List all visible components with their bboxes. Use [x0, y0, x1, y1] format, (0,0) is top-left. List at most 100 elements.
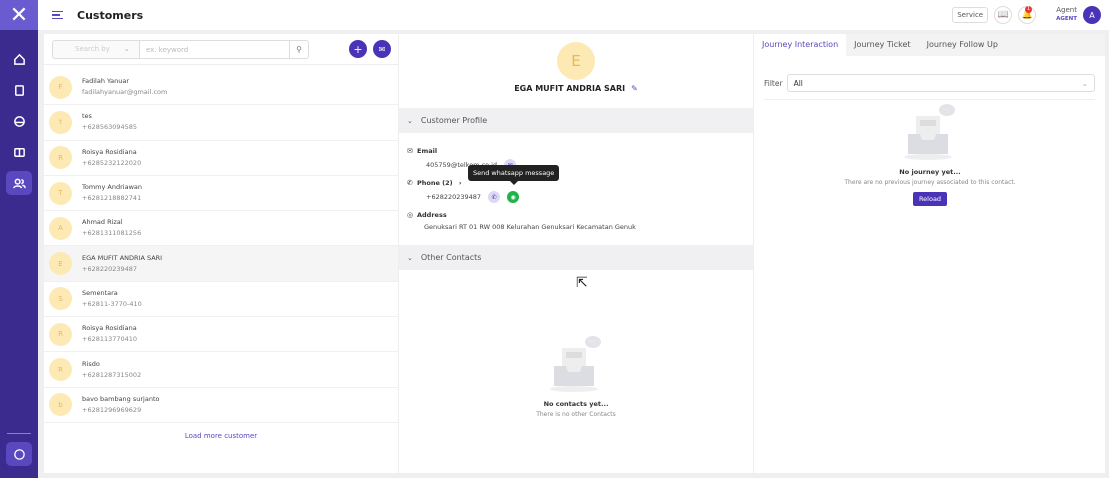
customer-avatar: b	[49, 393, 72, 417]
svg-text:···: ···	[589, 339, 595, 346]
mouse-cursor-icon: ⇱	[576, 275, 588, 291]
tab-journey-interaction[interactable]: Journey Interaction	[754, 34, 847, 56]
divider	[7, 433, 31, 434]
customer-avatar: t	[49, 110, 72, 134]
header: Customers Service 📖 🔔 1 Agent AGENT A	[38, 0, 1109, 30]
customer-contact: +6281311081256	[82, 229, 142, 238]
mail-button[interactable]: ✉	[373, 40, 391, 58]
notification-icon[interactable]: 🔔 1	[1018, 6, 1037, 24]
list-item[interactable]: F Fadilah Yanuar fadilahyanuar@gmail.com	[44, 70, 398, 106]
list-item[interactable]: T Tommy Andriawan +6281218882741	[44, 176, 398, 212]
customer-name: tes	[82, 112, 92, 121]
phone-value: +628220239487	[426, 193, 482, 201]
customer-avatar: E	[557, 42, 595, 80]
document-icon[interactable]	[6, 78, 32, 102]
ticket-icon[interactable]	[6, 140, 32, 164]
phone-label: Phone (2)	[417, 179, 453, 187]
list-item[interactable]: E EGA MUFIT ANDRIA SARI +628220239487	[44, 246, 398, 282]
chevron-down-icon: ⌄	[1081, 79, 1088, 88]
add-customer-button[interactable]: +	[349, 40, 367, 58]
search-icon[interactable]: ⚲	[290, 39, 309, 59]
search-by-placeholder: Search by	[75, 45, 110, 53]
customer-avatar: S	[49, 287, 72, 311]
journey-panel: Journey Interaction Journey Ticket Journey…	[753, 34, 1105, 473]
tab-journey-ticket[interactable]: Journey Ticket	[854, 40, 911, 49]
customer-avatar: E	[49, 252, 72, 276]
chevron-down-icon: ⌄	[407, 253, 413, 262]
customer-contact: +62811-3770-410	[82, 299, 142, 308]
page-title: Customers	[77, 8, 144, 22]
reload-button[interactable]: Reload	[912, 192, 948, 206]
customer-contact: +6281287315002	[82, 370, 142, 379]
inbox-icon[interactable]	[6, 109, 32, 133]
agent-name: Agent	[1056, 6, 1077, 14]
svg-text:···: ···	[943, 107, 949, 114]
customer-list: F Fadilah Yanuar fadilahyanuar@gmail.com t t…	[44, 70, 398, 423]
service-button[interactable]: Service	[952, 7, 989, 23]
email-label: Email	[417, 147, 438, 155]
list-item[interactable]: t tes +628563094585	[44, 105, 398, 141]
customer-contact: +6281296969629	[82, 405, 142, 414]
menu-icon[interactable]	[52, 9, 63, 22]
agent-role: AGENT	[1056, 16, 1077, 22]
location-icon: ◎	[407, 211, 414, 219]
tab-journey-follow-up[interactable]: Journey Follow Up	[926, 40, 998, 49]
customer-avatar: R	[49, 322, 72, 346]
other-contacts-section[interactable]: ⌄ Other Contacts	[399, 245, 754, 270]
filter-select[interactable]: All ⌄	[786, 74, 1095, 92]
customers-icon[interactable]	[6, 171, 32, 195]
empty-title: No contacts yet...	[543, 400, 609, 408]
avatar[interactable]: A	[1083, 6, 1101, 24]
customer-name: EGA MUFIT ANDRIA SARI	[514, 84, 626, 93]
chevron-right-icon[interactable]: ›	[458, 179, 462, 187]
list-item[interactable]: R Roisya Rosidiana +628113770410	[44, 317, 398, 353]
phone-icon: ✆	[407, 179, 413, 187]
customer-avatar: R	[49, 358, 72, 382]
customer-avatar: T	[49, 181, 72, 205]
chat-icon[interactable]	[6, 442, 32, 466]
customer-contact: +628563094585	[82, 123, 138, 132]
app-logo[interactable]: ✕	[0, 0, 38, 30]
customer-name: Risdo	[82, 359, 100, 368]
customer-avatar: R	[49, 146, 72, 170]
email-value: 405759@telkom.co.id	[426, 161, 498, 169]
empty-inbox-icon: ···	[904, 104, 955, 160]
book-icon[interactable]: 📖	[994, 6, 1013, 24]
list-item[interactable]: A Ahmad Rizal +6281311081256	[44, 211, 398, 247]
customer-contact: +628113770410	[82, 335, 138, 344]
load-more-link[interactable]: Load more customer	[184, 431, 258, 440]
tooltip: Send whatsapp message	[468, 165, 560, 185]
home-icon[interactable]	[6, 47, 32, 71]
empty-subtitle: There is no other Contacts	[536, 411, 616, 418]
address-label: Address	[417, 211, 447, 219]
section-title: Customer Profile	[420, 116, 488, 125]
address-value: Genuksari RT 01 RW 008 Kelurahan Genuksa…	[424, 223, 636, 231]
customer-avatar: A	[49, 216, 72, 240]
sidebar: ✕	[0, 0, 38, 478]
chevron-down-icon: ⌄	[123, 45, 130, 53]
call-button[interactable]: ✆	[488, 191, 501, 203]
customer-name: Fadilah Yanuar	[82, 77, 129, 86]
agent-info: Agent AGENT	[1056, 6, 1077, 24]
customer-name: Sementara	[82, 288, 118, 297]
notification-badge: 1	[1025, 6, 1033, 13]
customer-name: Tommy Andriawan	[82, 183, 142, 192]
list-item[interactable]: S Sementara +62811-3770-410	[44, 282, 398, 318]
empty-subtitle: There are no previous journey associated…	[844, 179, 1016, 186]
search-input[interactable]: ex. keyword	[140, 39, 290, 59]
customer-contact: +6281218882741	[82, 194, 142, 203]
empty-title: No journey yet...	[899, 168, 961, 176]
edit-icon[interactable]: ✎	[631, 84, 638, 93]
customer-detail-panel: E EGA MUFIT ANDRIA SARI ✎ ⌄ Customer Profi…	[398, 34, 754, 473]
customer-name: Ahmad Rizal	[82, 218, 123, 227]
customer-name: Roisya Rosidiana	[82, 324, 137, 333]
search-by-select[interactable]: Search by ⌄	[52, 39, 140, 59]
list-item[interactable]: R Roisya Rosidiana +6285232122020	[44, 141, 398, 176]
list-item[interactable]: b bavo bambang surjanto +6281296969629	[44, 388, 398, 423]
whatsapp-button[interactable]: ◉	[507, 191, 520, 203]
list-item[interactable]: R Risdo +6281287315002	[44, 352, 398, 388]
customer-name: EGA MUFIT ANDRIA SARI	[82, 253, 163, 262]
customer-profile-section[interactable]: ⌄ Customer Profile	[399, 108, 754, 133]
filter-value: All	[793, 79, 803, 88]
mail-icon: ✉	[407, 147, 413, 155]
